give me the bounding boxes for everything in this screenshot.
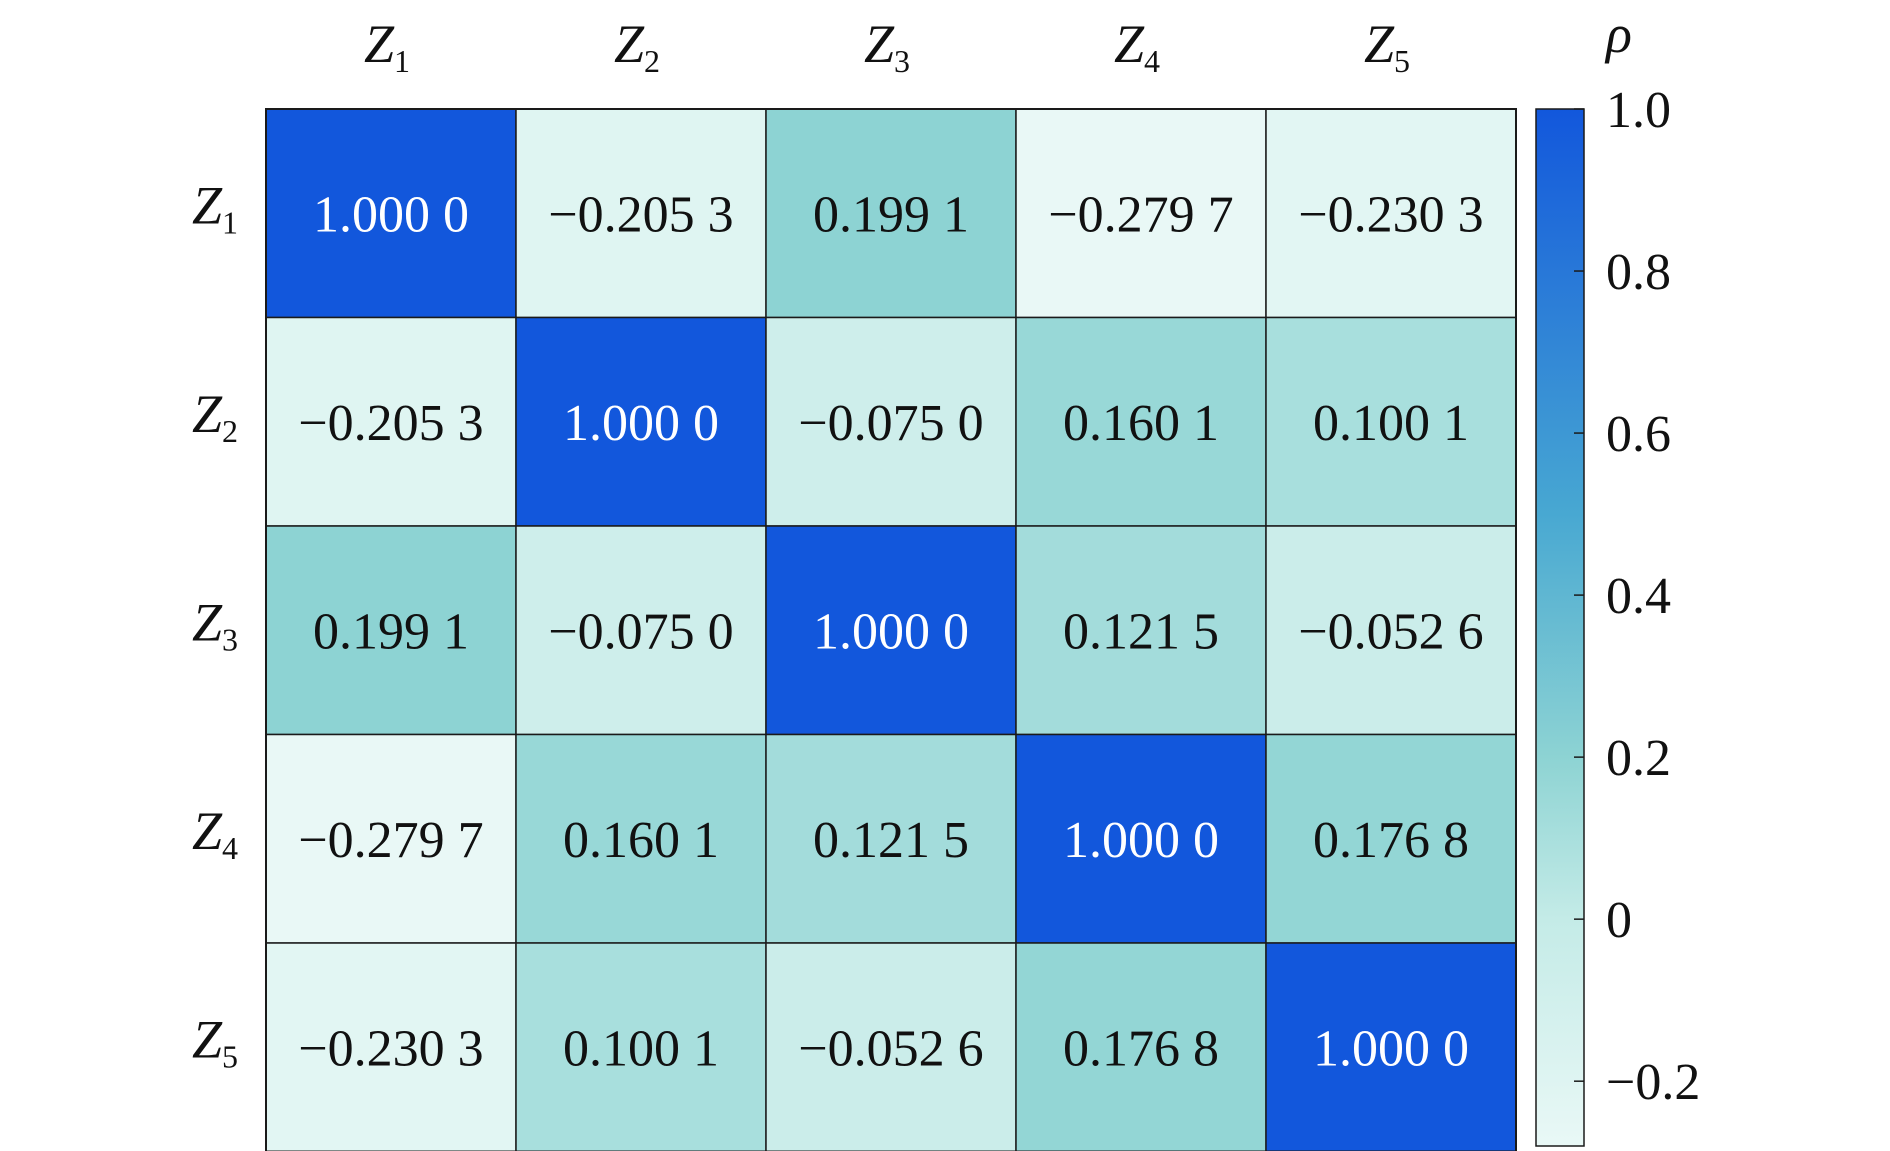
heatmap-frame [265,108,1517,1151]
column-label-5: Z5 [1364,14,1410,79]
cell-value-label: 0.100 1 [1313,395,1469,452]
heatmap-cell-r2-c1 [265,316,517,527]
colorbar-title: ρ [1604,4,1632,64]
column-labels: Z1 Z2 Z3 Z4 Z5 [364,14,1410,79]
cell-value-label: 0.121 5 [1063,603,1219,660]
heatmap-cells: 1.000 0 −0.205 3 0.199 1 −0.279 7 −0.230 3 −0… [265,108,1517,1151]
cell-value-label: 1.000 0 [1063,812,1219,869]
row-labels: Z1 Z2 Z3 Z4 Z5 [192,175,238,1074]
cell-value-label: 0.100 1 [563,1020,719,1077]
cell-value-label: −0.052 6 [798,1020,983,1077]
heatmap-cell-r1-c1 [265,108,517,319]
cell-value-label: −0.230 3 [1298,186,1483,243]
colorbar: 1.0 0.8 0.6 0.4 0.2 0 −0.2 ρ [1535,4,1700,1147]
cell-value-label: 0.121 5 [813,812,969,869]
cell-value-label: 0.199 1 [313,603,469,660]
heatmap-cell-r5-c2 [515,942,767,1151]
cell-value-label: 1.000 0 [563,395,719,452]
column-label-4: Z4 [1114,14,1160,79]
cell-value-label: −0.205 3 [548,186,733,243]
cell-value-label: −0.279 7 [1048,186,1233,243]
row-label-1: Z1 [192,175,238,240]
heatmap-cell-r3-c3 [765,525,1017,736]
heatmap-cell-r5-c5 [1265,942,1517,1151]
heatmap-cell-r5-c3 [765,942,1017,1151]
column-label-3: Z3 [864,14,910,79]
heatmap-cell-r3-c4 [1015,525,1267,736]
row-label-3: Z3 [192,592,238,657]
heatmap-cell-r5-c4 [1015,942,1267,1151]
row-label-5: Z5 [192,1009,238,1074]
heatmap-cell-r1-c4 [1015,108,1267,319]
colorbar-tick-label: 0.6 [1606,406,1671,463]
cell-value-label: −0.230 3 [298,1020,483,1077]
heatmap-cell-r1-c2 [515,108,767,319]
heatmap-cell-r2-c3 [765,316,1017,527]
cell-value-label: 1.000 0 [1313,1020,1469,1077]
colorbar-tick-label: 0.2 [1606,730,1671,787]
colorbar-tick-label: −0.2 [1606,1054,1700,1111]
cell-value-label: −0.279 7 [298,812,483,869]
column-label-2: Z2 [614,14,660,79]
cell-value-label: 0.176 8 [1313,812,1469,869]
cell-value-label: 0.176 8 [1063,1020,1219,1077]
cell-value-label: 1.000 0 [813,603,969,660]
cell-value-label: −0.075 0 [548,603,733,660]
heatmap-cell-r3-c2 [515,525,767,736]
cell-value-label: 1.000 0 [313,186,469,243]
column-label-1: Z1 [364,14,410,79]
heatmap-cell-r4-c4 [1015,733,1267,944]
heatmap-cell-r2-c2 [515,316,767,527]
cell-value-label: 0.160 1 [563,812,719,869]
colorbar-tick-label: 1.0 [1606,82,1671,139]
heatmap-cell-r4-c2 [515,733,767,944]
colorbar-tick-label: 0.8 [1606,244,1671,301]
row-label-2: Z2 [192,384,238,449]
cell-value-label: −0.205 3 [298,395,483,452]
colorbar-gradient [1535,108,1585,1147]
heatmap-cell-r3-c5 [1265,525,1517,736]
heatmap-cell-r1-c5 [1265,108,1517,319]
colorbar-tick-label: 0.4 [1606,568,1671,625]
colorbar-tick-label: 0 [1606,892,1632,949]
heatmap-cell-r4-c5 [1265,733,1517,944]
heatmap-cell-r4-c3 [765,733,1017,944]
cell-value-label: −0.075 0 [798,395,983,452]
heatmap-cell-r2-c5 [1265,316,1517,527]
cell-value-label: 0.160 1 [1063,395,1219,452]
cell-value-label: 0.199 1 [813,186,969,243]
cell-value-label: −0.052 6 [1298,603,1483,660]
heatmap-cell-r5-c1 [265,942,517,1151]
row-label-4: Z4 [192,801,238,866]
